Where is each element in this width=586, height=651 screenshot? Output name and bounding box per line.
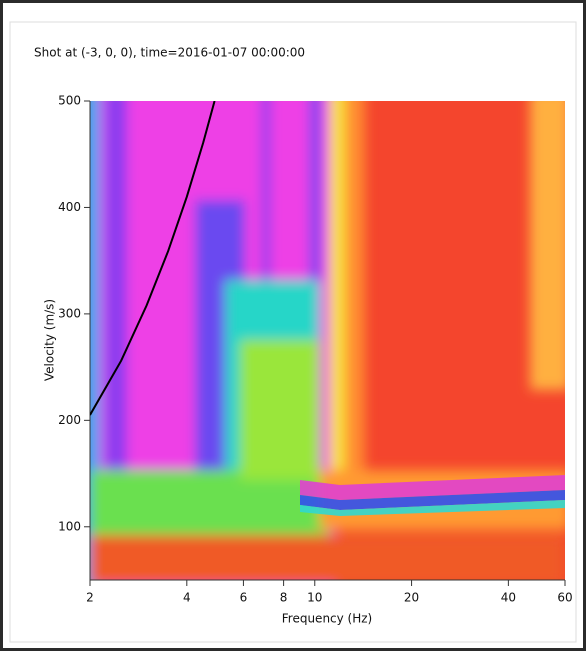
x-tick-label: 2 xyxy=(86,591,94,605)
y-tick-label: 500 xyxy=(58,94,81,108)
x-tick-label: 6 xyxy=(240,591,248,605)
x-tick-label: 60 xyxy=(557,591,572,605)
x-tick-label: 40 xyxy=(501,591,516,605)
dispersion-image xyxy=(90,101,565,580)
curve xyxy=(90,101,216,416)
y-tick-label: 100 xyxy=(58,519,81,533)
x-tick-label: 8 xyxy=(280,591,288,605)
y-tick-label: 400 xyxy=(58,200,81,214)
y-tick-label: 300 xyxy=(58,306,81,320)
chart-title: Shot at (-3, 0, 0), time=2016-01-07 00:0… xyxy=(34,46,305,60)
x-tick-label: 20 xyxy=(404,591,419,605)
y-axis-title: Velocity (m/s) xyxy=(43,299,57,381)
y-tick-label: 200 xyxy=(58,413,81,427)
x-axis-title: Frequency (Hz) xyxy=(282,612,373,626)
x-tick-label: 4 xyxy=(183,591,191,605)
x-tick-label: 10 xyxy=(307,591,322,605)
